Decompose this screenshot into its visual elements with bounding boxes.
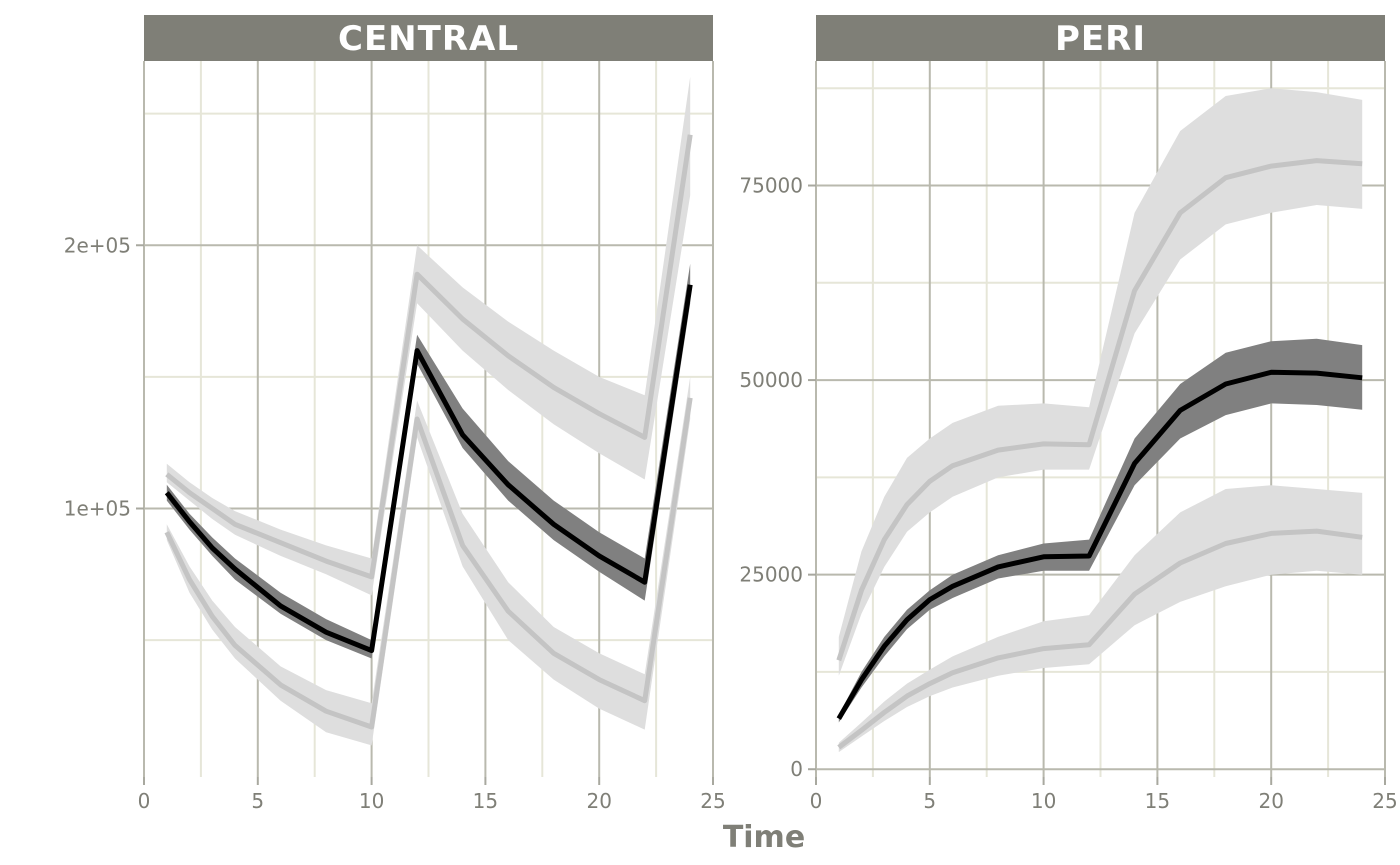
plot-area-peri: 0 5 10 15 20 25 0 25000 50000 75000 [739,61,1398,813]
strip-label-central: CENTRAL [338,19,519,59]
line-median-peri [836,369,1363,720]
y-tick-label-peri-2: 50000 [739,368,803,392]
x-tick-label-central-3: 15 [473,789,498,813]
x-tick-label-central-4: 20 [586,789,611,813]
line-lower-percentile-peri [837,528,1363,750]
line-upper-percentile-peri [836,158,1363,662]
x-tick-label-peri-4: 20 [1258,789,1283,813]
x-tick-label-peri-5: 25 [1372,789,1397,813]
x-tick-label-central-2: 10 [359,789,384,813]
x-tick-label-peri-2: 10 [1031,789,1056,813]
y-tick-label-central-0: 1e+05 [64,497,131,521]
x-tick-label-peri-0: 0 [810,789,823,813]
y-tick-label-central-1: 2e+05 [64,233,131,257]
band-lower-percentile-peri [838,485,1363,753]
strip-central [144,15,713,61]
band-upper-percentile-peri [838,88,1363,676]
x-tick-label-central-1: 5 [251,789,264,813]
panel-central: CENTRAL 0 5 10 15 20 25 1e+05 2e+05 [64,15,726,813]
line-median-central [164,284,693,654]
band-lower-percentile-central [166,376,691,746]
panel-peri: PERI 0 5 10 15 20 25 0 25000 50000 75000 [739,15,1398,813]
y-tick-label-peri-1: 25000 [739,563,803,587]
strip-peri [816,15,1385,61]
x-axis-title: Time [723,820,805,855]
plot-area-central: 0 5 10 15 20 25 1e+05 2e+05 [64,61,726,813]
x-tick-label-peri-3: 15 [1145,789,1170,813]
line-upper-percentile-central [165,134,693,580]
y-tick-label-peri-0: 0 [790,757,803,781]
y-tick-label-peri-3: 75000 [739,174,803,198]
x-tick-label-central-0: 0 [138,789,151,813]
line-lower-percentile-central [164,397,693,730]
x-tick-label-central-5: 25 [700,789,725,813]
x-tick-label-peri-1: 5 [923,789,936,813]
strip-label-peri: PERI [1055,19,1146,59]
